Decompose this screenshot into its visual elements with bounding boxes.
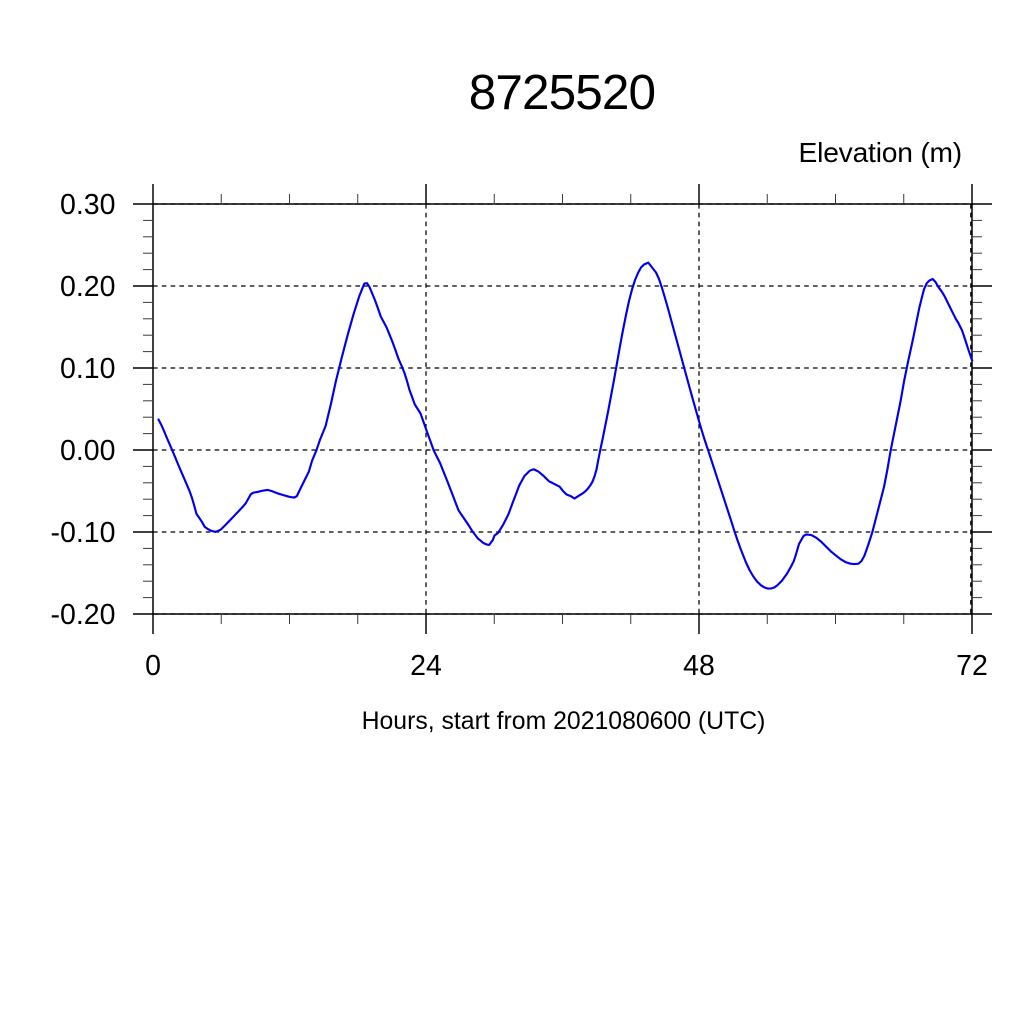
- svg-text:0.00: 0.00: [60, 435, 115, 467]
- svg-text:0.30: 0.30: [60, 189, 115, 221]
- svg-text:0.20: 0.20: [60, 271, 115, 303]
- svg-text:-0.20: -0.20: [51, 599, 116, 631]
- svg-text:48: 48: [683, 650, 715, 682]
- svg-text:0: 0: [145, 650, 161, 682]
- svg-text:Elevation (m): Elevation (m): [799, 136, 962, 168]
- svg-text:-0.10: -0.10: [51, 517, 116, 549]
- svg-text:8725520: 8725520: [469, 65, 655, 120]
- svg-text:0.10: 0.10: [60, 353, 115, 385]
- svg-text:24: 24: [410, 650, 442, 682]
- svg-text:72: 72: [956, 650, 988, 682]
- svg-text:Hours, start from 2021080600 (: Hours, start from 2021080600 (UTC): [362, 708, 766, 735]
